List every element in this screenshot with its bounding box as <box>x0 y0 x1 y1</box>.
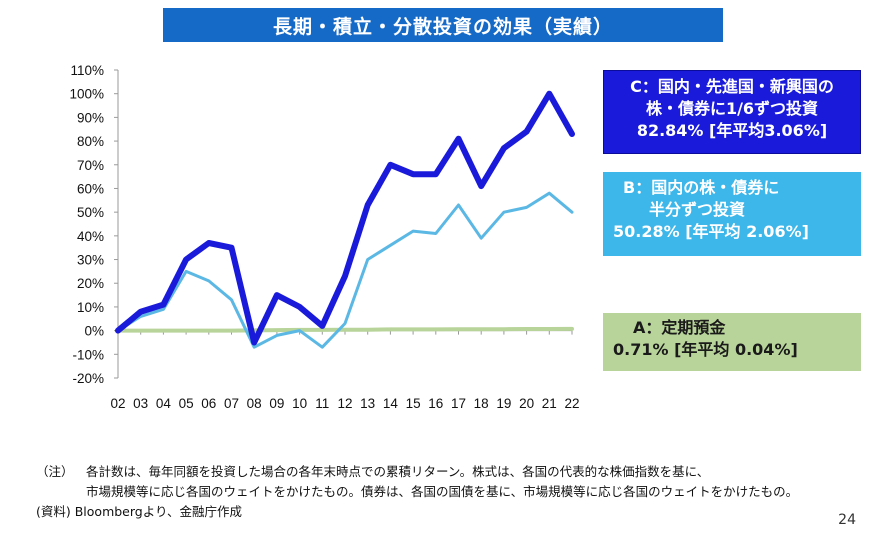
legend-b-line2: 半分ずつ投資 <box>649 200 746 219</box>
series-layer <box>115 90 575 349</box>
x-tick-label: 09 <box>269 396 284 411</box>
y-axis: 110% 100% 90% 80% 70% 60% 50% 40% 30% 20% 10% 0% -10… <box>69 63 119 386</box>
x-tick-label: 15 <box>406 396 421 411</box>
legend-series-a: A：定期預金 0.71% [年平均 0.04%] <box>603 313 861 371</box>
legend-b-line1: B：国内の株・債券に <box>623 178 780 197</box>
y-tick-label: 10% <box>77 300 104 315</box>
x-tick-label: 05 <box>179 396 194 411</box>
y-tick-label: 110% <box>70 63 104 78</box>
x-tick-label: 21 <box>542 396 557 411</box>
y-tick-label: 0% <box>84 324 104 339</box>
y-tick-label: 20% <box>77 276 104 291</box>
x-tick-label: 17 <box>451 396 466 411</box>
x-tick-label: 06 <box>201 396 216 411</box>
x-tick-label: 18 <box>474 396 489 411</box>
x-tick-label: 13 <box>360 396 375 411</box>
y-tick-label: 60% <box>77 181 104 196</box>
y-tick-label: 50% <box>77 205 104 220</box>
page-number: 24 <box>838 512 856 528</box>
legend-c-line1: C：国内・先進国・新興国の <box>630 77 834 96</box>
x-tick-label: 11 <box>315 396 329 411</box>
x-tick-label: 08 <box>247 396 262 411</box>
x-tick-label: 16 <box>428 396 443 411</box>
x-axis: 02 03 04 05 06 07 08 09 10 11 12 13 14 15 16 17 18 19 20 21… <box>110 330 580 411</box>
x-tick-label: 14 <box>383 396 399 411</box>
legend-c-line3: 82.84% [年平均3.06%] <box>636 121 828 140</box>
x-tick-label: 04 <box>156 396 172 411</box>
y-tick-label: -10% <box>72 347 104 362</box>
x-tick-label: 22 <box>564 396 579 411</box>
legend-series-c: C：国内・先進国・新興国の 株・債券に1/6ずつ投資 82.84% [年平均3.… <box>603 70 861 154</box>
y-tick-label: 100% <box>69 87 104 102</box>
line-chart: 110% 100% 90% 80% 70% 60% 50% 40% 30% 20% 10% 0% -10… <box>69 63 580 411</box>
y-tick-label: 70% <box>77 158 104 173</box>
legend-b-line3: 50.28% [年平均 2.06%] <box>613 222 809 241</box>
x-tick-label: 20 <box>519 396 534 411</box>
series-line-b <box>116 191 574 349</box>
series-line-c <box>115 90 575 346</box>
series-line-a <box>116 326 574 333</box>
legend-a-line2: 0.71% [年平均 0.04%] <box>613 340 798 359</box>
y-tick-label: -20% <box>72 371 104 386</box>
page-title: 長期・積立・分散投資の効果（実績） <box>163 8 723 42</box>
legend-a-line1: A：定期預金 <box>633 318 726 337</box>
x-tick-label: 03 <box>133 396 148 411</box>
x-tick-label: 07 <box>224 396 239 411</box>
legend-series-b: B：国内の株・債券に 半分ずつ投資 50.28% [年平均 2.06%] <box>603 172 861 256</box>
legend-c-line2: 株・債券に1/6ずつ投資 <box>645 99 819 118</box>
y-tick-label: 80% <box>77 134 104 149</box>
note-line-2: 市場規模等に応じ各国のウェイトをかけたもの。債券は、各国の国債を基に、市場規模等… <box>86 484 799 499</box>
y-tick-label: 90% <box>77 110 104 125</box>
source-note: (資料) Bloombergより、金融庁作成 <box>36 504 242 519</box>
y-tick-label: 30% <box>77 253 104 268</box>
x-tick-label: 12 <box>337 396 352 411</box>
y-tick-label: 40% <box>77 229 104 244</box>
x-tick-label: 02 <box>110 396 125 411</box>
x-tick-label: 19 <box>496 396 511 411</box>
footnotes: （注） 各計数は、毎年同額を投資した場合の各年末時点での累積リターン。株式は、各… <box>36 462 866 528</box>
note-line-1: 各計数は、毎年同額を投資した場合の各年末時点での累積リターン。株式は、各国の代表… <box>86 464 710 479</box>
x-tick-label: 10 <box>292 396 307 411</box>
note-tag: （注） <box>36 464 74 479</box>
